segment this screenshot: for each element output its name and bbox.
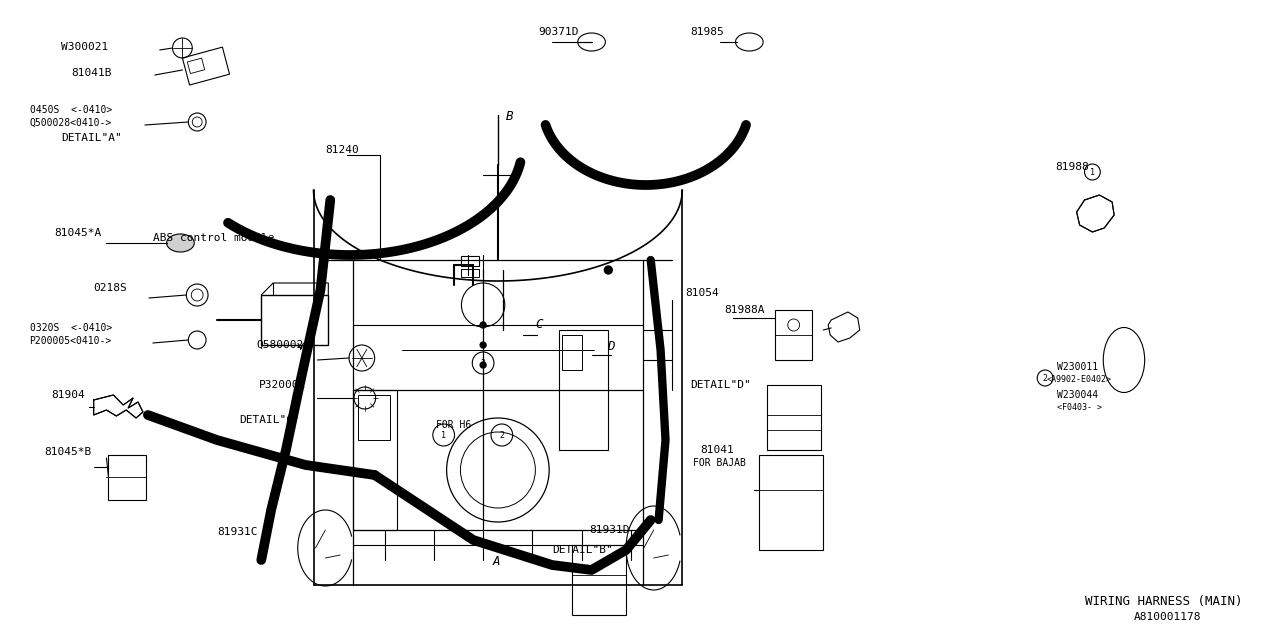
Text: 0450S  <-0410>: 0450S <-0410> bbox=[29, 105, 111, 115]
Bar bbox=[182, 47, 229, 85]
Text: 2: 2 bbox=[1043, 374, 1047, 383]
Text: 81045*B: 81045*B bbox=[45, 447, 92, 457]
Circle shape bbox=[480, 362, 486, 368]
Ellipse shape bbox=[166, 234, 195, 252]
Text: DETAIL"A": DETAIL"A" bbox=[61, 133, 122, 143]
Text: Q580002: Q580002 bbox=[256, 340, 303, 350]
Text: A: A bbox=[493, 555, 500, 568]
Text: <F0403- >: <F0403- > bbox=[1057, 403, 1102, 412]
Bar bbox=[461, 256, 479, 266]
Bar bbox=[261, 295, 328, 345]
Bar bbox=[109, 455, 146, 500]
Text: W230011: W230011 bbox=[1057, 362, 1098, 372]
Bar bbox=[187, 58, 205, 74]
Text: P200005<0410->: P200005<0410-> bbox=[29, 336, 111, 346]
Text: 81041: 81041 bbox=[700, 445, 733, 455]
Text: Q500028<0410->: Q500028<0410-> bbox=[29, 118, 111, 128]
Bar bbox=[774, 310, 813, 360]
Text: ABS control module: ABS control module bbox=[152, 233, 274, 243]
Bar bbox=[358, 395, 390, 440]
Text: 2: 2 bbox=[499, 431, 504, 440]
Text: DETAIL"D": DETAIL"D" bbox=[690, 380, 751, 390]
Text: W300021: W300021 bbox=[61, 42, 109, 52]
Text: WIRING HARNESS (MAIN): WIRING HARNESS (MAIN) bbox=[1084, 595, 1242, 608]
Text: 0320S  <-0410>: 0320S <-0410> bbox=[29, 323, 111, 333]
Text: 81041B: 81041B bbox=[70, 68, 111, 78]
Bar bbox=[759, 455, 823, 550]
Bar bbox=[767, 385, 822, 450]
Text: 81904: 81904 bbox=[51, 390, 84, 400]
Polygon shape bbox=[828, 312, 860, 342]
Text: 81931D: 81931D bbox=[590, 525, 630, 535]
Text: FOR BAJAB: FOR BAJAB bbox=[692, 458, 746, 468]
Text: A810001178: A810001178 bbox=[1134, 612, 1202, 622]
Text: D: D bbox=[607, 340, 614, 353]
Text: 81045*A: 81045*A bbox=[54, 228, 101, 238]
Text: 1: 1 bbox=[442, 431, 447, 440]
Polygon shape bbox=[1076, 195, 1114, 232]
Text: P320001: P320001 bbox=[260, 380, 306, 390]
Text: C: C bbox=[535, 318, 543, 331]
Text: 81054: 81054 bbox=[685, 288, 719, 298]
Text: 81985: 81985 bbox=[690, 27, 724, 37]
Circle shape bbox=[480, 322, 486, 328]
Polygon shape bbox=[93, 395, 143, 418]
Text: 1: 1 bbox=[1089, 168, 1094, 177]
Circle shape bbox=[480, 342, 486, 348]
Text: 81240: 81240 bbox=[325, 145, 360, 155]
Text: DETAIL"B": DETAIL"B" bbox=[552, 545, 613, 555]
Text: 81988A: 81988A bbox=[724, 305, 765, 315]
Text: B: B bbox=[506, 110, 513, 123]
Bar bbox=[562, 335, 581, 370]
Text: W230044: W230044 bbox=[1057, 390, 1098, 400]
Text: 81988: 81988 bbox=[1055, 162, 1089, 172]
Text: FOR H6: FOR H6 bbox=[436, 420, 471, 430]
Bar bbox=[461, 269, 479, 277]
Text: DETAIL"C": DETAIL"C" bbox=[239, 415, 301, 425]
Circle shape bbox=[604, 266, 612, 274]
Text: 81931C: 81931C bbox=[216, 527, 257, 537]
Bar bbox=[559, 330, 608, 450]
Text: 0218S: 0218S bbox=[93, 283, 128, 293]
Bar bbox=[572, 545, 626, 615]
Text: <A9902-E0402>: <A9902-E0402> bbox=[1047, 375, 1112, 384]
Text: 90371D: 90371D bbox=[539, 27, 579, 37]
Bar bbox=[353, 390, 397, 530]
Text: 2: 2 bbox=[480, 358, 485, 367]
